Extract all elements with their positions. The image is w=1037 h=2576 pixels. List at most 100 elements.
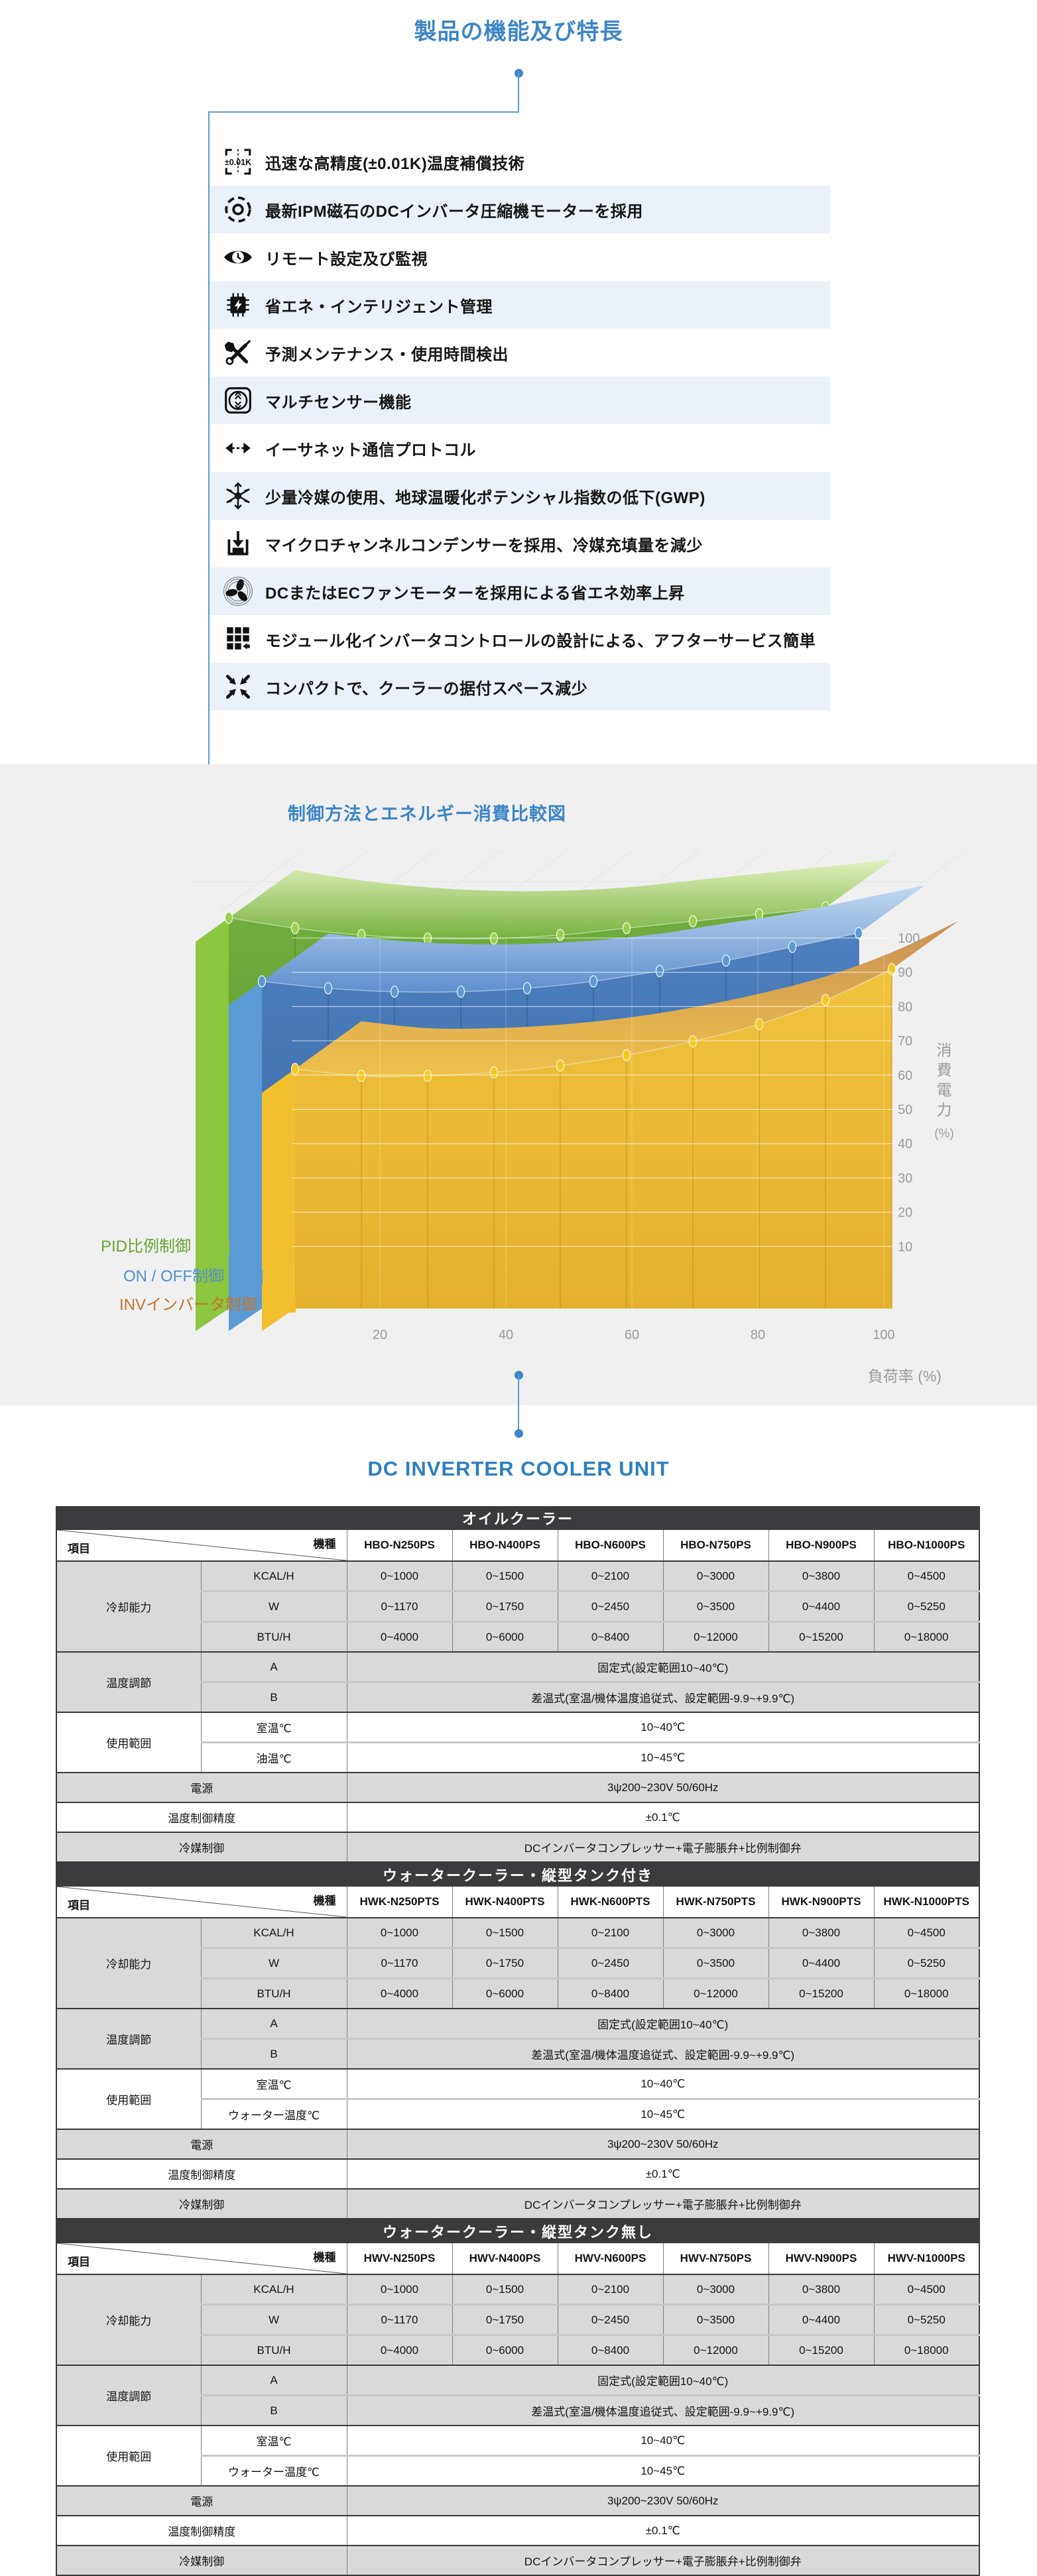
corner-model-label: 機種 — [313, 1538, 336, 1551]
row-group-label: 冷却能力 — [56, 1917, 202, 2009]
table-row: 温度調節 A 固定式(設定範囲10~40℃) — [56, 2365, 980, 2426]
table-row: 冷媒制御 DCインバータコンプレッサー+電子膨脹弁+比例制御弁 — [56, 2188, 980, 2219]
sub-label: A — [200, 1651, 347, 1682]
spec-cell: 0~1170 — [346, 1947, 453, 1979]
diagonal-line — [57, 1530, 347, 1560]
spec-cell: 0~6000 — [452, 1621, 558, 1653]
spec-cell: 0~5250 — [873, 1947, 980, 1979]
legend-swatch — [229, 1270, 263, 1284]
table-row: 項目 機種 HBO-N250PS HBO-N400PS HBO-N600PS HBO-N7… — [56, 1529, 980, 1562]
feature-label: モジュール化インバータコントロールの設計による、アフターサービス簡単 — [265, 632, 816, 650]
diagonal-line — [57, 1887, 347, 1917]
table-row: 使用範囲 室温℃ 10~40℃ — [56, 2068, 980, 2130]
sub-label: B — [200, 1681, 347, 1713]
spec-cell: 0~1750 — [452, 2304, 558, 2335]
row-group-label: 冷媒制御 — [56, 2545, 347, 2576]
spec-cell: 0~1750 — [452, 1590, 558, 1622]
sub-label: 油温℃ — [200, 1741, 347, 1773]
table-row: 冷却能力 KCAL/H 0~1000 0~1500 0~2100 0~3000 0~3800… — [56, 2274, 980, 2366]
model-header: HWK-N250PTS — [346, 1885, 453, 1918]
model-header: HWK-N400PTS — [452, 1885, 558, 1918]
spec-cell: 10~40℃ — [346, 1712, 980, 1743]
spec-cell: 0~1750 — [452, 1947, 558, 1979]
table-row: 電源 3ψ200~230V 50/60Hz — [56, 1772, 980, 1803]
spec-cell: 0~4400 — [768, 1590, 875, 1622]
table-row: B 差温式(室温/機体温度追従式、設定範囲-9.9~+9.9℃) — [56, 2394, 980, 2426]
table-row: 温度調節 A 固定式(設定範囲10~40℃) — [56, 2008, 980, 2070]
svg-text:60: 60 — [625, 1328, 639, 1342]
row-group-label: 冷却能力 — [56, 1560, 202, 1653]
spec-cell: 0~1000 — [346, 1560, 453, 1592]
model-header: HWV-N1000PS — [873, 2242, 980, 2275]
table-row: ウォーター温度℃ 10~45℃ — [56, 2098, 980, 2130]
spec-tables: オイルクーラー 項目 機種 HBO-N250PS HBO-N400PS HBO-N600P… — [56, 1506, 980, 2576]
legend-swatch — [196, 1240, 229, 1254]
corner-item-label: 項目 — [68, 1899, 90, 1912]
table-title: ウォータークーラー・縦型タンク付き — [56, 1863, 980, 1887]
table-row: 電源 3ψ200~230V 50/60Hz — [56, 2485, 980, 2516]
page-title: 製品の機能及び特長 — [414, 19, 623, 44]
table-row: 温度制御精度 ±0.1℃ — [56, 2515, 980, 2546]
table-title: オイルクーラー — [56, 1506, 980, 1530]
table-title: ウォータークーラー・縦型タンク無し — [56, 2219, 980, 2243]
model-header: HWV-N250PS — [346, 2242, 453, 2275]
spec-cell: 0~5250 — [873, 2304, 980, 2335]
spec-cell: 0~4000 — [346, 2334, 453, 2366]
spec-cell: 0~2450 — [557, 1947, 664, 1979]
table-row: 冷媒制御 DCインバータコンプレッサー+電子膨脹弁+比例制御弁 — [56, 2545, 980, 2576]
spec-cell: 0~2100 — [557, 1917, 664, 1948]
feature-label: マイクロチャンネルコンデンサーを採用、冷媒充填量を減少 — [265, 536, 703, 555]
sub-label: 室温℃ — [200, 2425, 347, 2456]
spec-cell: 0~3000 — [662, 1560, 769, 1592]
spec-cell: 10~40℃ — [346, 2068, 980, 2099]
row-group-label: 冷媒制御 — [56, 1832, 347, 1863]
spec-table-2: ウォータークーラー・縦型タンク無し 項目 機種 HWV-N250PS HWV-N400P… — [56, 2219, 980, 2576]
spec-cell: 0~3500 — [662, 1947, 769, 1979]
spec-cell: 0~4400 — [768, 2304, 875, 2335]
corner-model-label: 機種 — [313, 1895, 336, 1907]
model-header: HBO-N750PS — [662, 1529, 769, 1562]
model-header: HWV-N600PS — [557, 2242, 664, 2275]
unit-label: BTU/H — [200, 1977, 347, 2009]
spec-cell: DCインバータコンプレッサー+電子膨脹弁+比例制御弁 — [346, 2545, 980, 2576]
spec-cell: 0~12000 — [662, 1977, 769, 2009]
spec-cell: 10~45℃ — [346, 2098, 980, 2130]
sub-label: B — [200, 2394, 347, 2426]
spec-table-1: ウォータークーラー・縦型タンク付き項目 機種 HWK-N250PTS HWK-N400… — [56, 1863, 980, 2219]
sub-label: ウォーター温度℃ — [200, 2455, 347, 2487]
spec-cell: 0~3000 — [662, 2274, 769, 2305]
precision-icon: ±0.01K — [221, 145, 255, 178]
spec-cell: 固定式(設定範囲10~40℃) — [346, 2008, 980, 2039]
svg-text:50: 50 — [898, 1103, 912, 1118]
spec-cell: 0~4000 — [346, 1621, 453, 1653]
motor-icon — [221, 193, 255, 226]
feature-item: リモート設定及び監視 — [210, 233, 830, 281]
feature-item: マルチセンサー機能 — [210, 377, 830, 424]
row-group-label: 使用範囲 — [56, 2068, 202, 2130]
feature-item: モジュール化インバータコントロールの設計による、アフターサービス簡単 — [210, 615, 830, 663]
svg-text:力: 力 — [937, 1101, 952, 1118]
spec-cell: 0~1170 — [346, 1590, 453, 1622]
spec-cell: 0~3800 — [768, 1917, 875, 1948]
svg-text:30: 30 — [898, 1171, 912, 1186]
feature-item: 予測メンテナンス・使用時間検出 — [210, 329, 830, 377]
spec-cell: 0~1500 — [452, 1560, 558, 1592]
spec-cell: 0~12000 — [662, 2334, 769, 2366]
model-header: HBO-N400PS — [452, 1529, 558, 1562]
connector-line — [518, 73, 519, 112]
corner-item-label: 項目 — [68, 1543, 90, 1555]
row-group-label: 電源 — [56, 1772, 347, 1803]
module-icon — [221, 622, 255, 656]
legend-label: ON / OFF制御 — [123, 1267, 224, 1285]
svg-text:90: 90 — [898, 966, 912, 980]
table-row: B 差温式(室温/機体温度追従式、設定範囲-9.9~+9.9℃) — [56, 1681, 980, 1713]
spec-cell: 0~3800 — [768, 1560, 875, 1592]
feature-item: コンパクトで、クーラーの据付スペース減少 — [210, 663, 830, 711]
connector-line — [208, 111, 519, 113]
spec-cell: 0~2450 — [557, 1590, 664, 1622]
sub-label: 室温℃ — [200, 2068, 347, 2099]
feature-label: イーサネット通信プロトコル — [265, 441, 477, 459]
spec-cell: 0~1000 — [346, 2274, 453, 2305]
svg-text:80: 80 — [751, 1328, 765, 1342]
model-header: HWV-N900PS — [768, 2242, 875, 2275]
